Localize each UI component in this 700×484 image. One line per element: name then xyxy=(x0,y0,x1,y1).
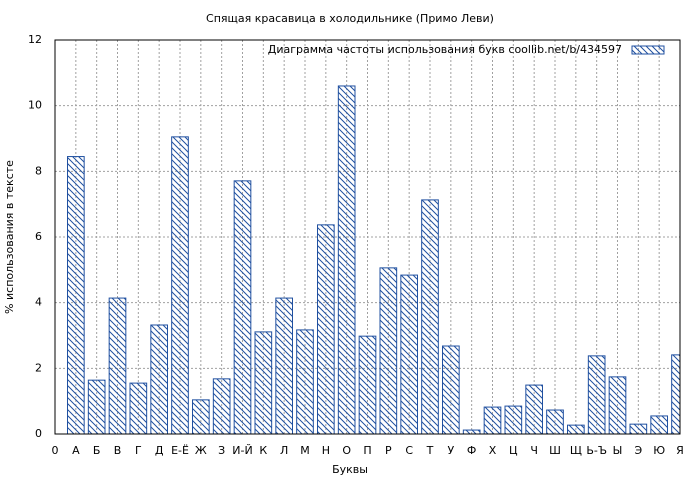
bar xyxy=(629,423,648,434)
y-tick-label: 10 xyxy=(28,99,42,112)
x-axis-label: Буквы xyxy=(332,463,368,476)
y-tick-label: 12 xyxy=(28,33,42,46)
bar xyxy=(525,384,543,434)
bar xyxy=(608,376,627,434)
x-tick-label: Ь-Ъ xyxy=(586,444,607,457)
bar xyxy=(504,405,523,434)
bar xyxy=(296,329,314,434)
x-tick-label: Э xyxy=(634,444,642,457)
y-tick-label: 0 xyxy=(35,427,42,440)
bar xyxy=(650,415,668,434)
x-tick-label: Т xyxy=(426,444,434,457)
bar xyxy=(192,399,210,434)
x-tick-label: С xyxy=(405,444,413,457)
legend-swatch xyxy=(631,45,665,55)
bar xyxy=(483,406,502,434)
x-tick-label: Г xyxy=(135,444,142,457)
bar xyxy=(108,297,127,434)
bar xyxy=(421,199,439,434)
bar xyxy=(358,335,377,434)
bar xyxy=(87,379,106,434)
x-tick-label: З xyxy=(218,444,225,457)
bar xyxy=(462,429,481,434)
x-tick-label: М xyxy=(300,444,310,457)
x-tick-label: Д xyxy=(155,444,164,457)
y-tick-label: 2 xyxy=(35,361,42,374)
x-tick-label: У xyxy=(447,444,454,457)
x-tick-label: Ф xyxy=(467,444,476,457)
x-tick-label: Щ xyxy=(570,444,582,457)
x-tick-label: Ж xyxy=(195,444,207,457)
x-tick-label: Ю xyxy=(653,444,665,457)
plot-area xyxy=(67,85,680,434)
bar xyxy=(587,355,606,434)
bar xyxy=(379,267,398,434)
chart-title: Спящая красавица в холодильнике (Примо Л… xyxy=(206,12,494,25)
x-tick-label: 0 xyxy=(52,444,59,457)
x-tick-label: А xyxy=(72,444,80,457)
legend-label: Диаграмма частоты использования букв coo… xyxy=(268,43,622,56)
x-tick-label: Я xyxy=(676,444,684,457)
y-axis-label: % использования в тексте xyxy=(3,160,16,314)
y-tick-label: 4 xyxy=(35,296,42,309)
bar xyxy=(150,324,168,434)
x-tick-label: Е-Ё xyxy=(171,444,189,457)
bar xyxy=(337,85,356,434)
x-tick-label: Ы xyxy=(613,444,623,457)
x-tick-label: И-Й xyxy=(232,444,252,457)
x-tick-label: К xyxy=(259,444,267,457)
bar xyxy=(671,354,680,434)
bar xyxy=(233,180,252,434)
bar xyxy=(171,136,189,434)
bar xyxy=(275,297,294,434)
bar xyxy=(212,378,231,434)
x-tick-label: Р xyxy=(385,444,392,457)
x-tick-label: Н xyxy=(322,444,330,457)
bar xyxy=(129,382,148,434)
bar xyxy=(67,156,85,434)
bar xyxy=(567,424,585,434)
bar xyxy=(400,274,419,434)
x-tick-label: Ш xyxy=(549,444,561,457)
x-tick-label: Ч xyxy=(530,444,538,457)
bar xyxy=(546,409,564,434)
bar xyxy=(317,224,335,434)
y-tick-label: 8 xyxy=(35,164,42,177)
bar xyxy=(442,345,460,434)
bar xyxy=(254,331,273,434)
x-tick-label: Х xyxy=(489,444,497,457)
x-tick-label: Л xyxy=(280,444,288,457)
x-tick-label: В xyxy=(114,444,122,457)
x-tick-label: О xyxy=(342,444,351,457)
y-tick-label: 6 xyxy=(35,230,42,243)
x-tick-label: Ц xyxy=(509,444,518,457)
x-tick-label: Б xyxy=(93,444,101,457)
plot-frame xyxy=(54,39,681,435)
x-tick-label: П xyxy=(363,444,371,457)
